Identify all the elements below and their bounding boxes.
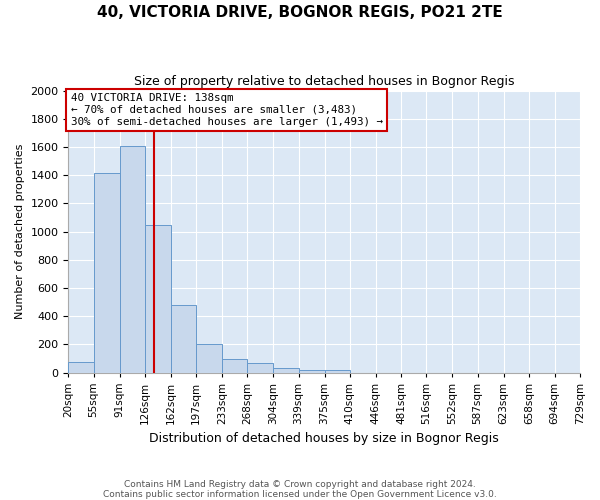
Bar: [119, 146, 145, 372]
Bar: [171, 305, 196, 372]
Bar: [68, 362, 94, 372]
Bar: [274, 368, 299, 372]
Bar: [222, 359, 247, 372]
Bar: [196, 344, 222, 372]
Text: 40 VICTORIA DRIVE: 138sqm
← 70% of detached houses are smaller (3,483)
30% of se: 40 VICTORIA DRIVE: 138sqm ← 70% of detac…: [71, 94, 383, 126]
Bar: [247, 364, 274, 372]
Bar: [94, 173, 119, 372]
Text: 40, VICTORIA DRIVE, BOGNOR REGIS, PO21 2TE: 40, VICTORIA DRIVE, BOGNOR REGIS, PO21 2…: [97, 5, 503, 20]
Title: Size of property relative to detached houses in Bognor Regis: Size of property relative to detached ho…: [134, 75, 514, 88]
Bar: [145, 225, 171, 372]
Y-axis label: Number of detached properties: Number of detached properties: [15, 144, 25, 319]
Text: Contains HM Land Registry data © Crown copyright and database right 2024.
Contai: Contains HM Land Registry data © Crown c…: [103, 480, 497, 499]
Bar: [325, 370, 350, 372]
Bar: [299, 370, 325, 372]
X-axis label: Distribution of detached houses by size in Bognor Regis: Distribution of detached houses by size …: [149, 432, 499, 445]
